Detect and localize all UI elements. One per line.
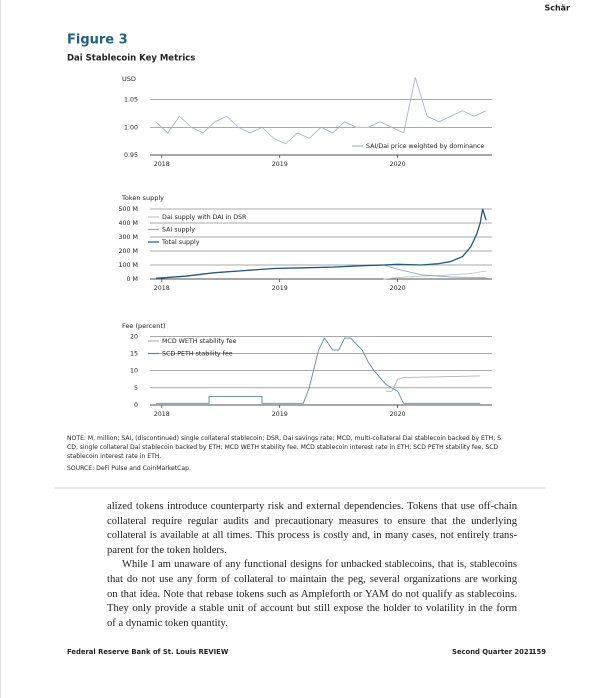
series-line xyxy=(155,208,487,279)
body-line: parent for the token holders. xyxy=(107,544,227,556)
legend-label: Total supply xyxy=(161,239,200,246)
y-tick-label: 1.05 xyxy=(124,97,138,104)
footer-issue: Second Quarter 2021 xyxy=(452,648,534,656)
note-line: NOTE: M, million; SAI, (discontinued) si… xyxy=(67,435,501,442)
legend-label: MCD WETH stability fee xyxy=(162,338,237,345)
note-line: CD, single collateral Dai stablecoin bac… xyxy=(67,444,498,451)
body-line: alized tokens introduce counterparty ris… xyxy=(107,501,517,512)
y-tick-label: 500 M xyxy=(119,206,138,213)
series-line xyxy=(155,337,481,404)
series-line xyxy=(385,375,481,392)
y-tick-label: 5 xyxy=(134,385,138,392)
footer-page: 159 xyxy=(532,648,546,656)
legend-label: Dai supply with DAI in DSR xyxy=(162,214,247,221)
x-tick-label: 2018 xyxy=(154,285,170,292)
x-tick-label: 2018 xyxy=(154,161,170,168)
body-line: of a dynamic token quantity. xyxy=(107,617,228,629)
series-line xyxy=(383,270,487,280)
x-tick-label: 2019 xyxy=(272,161,288,168)
y-tick-label: 1.00 xyxy=(124,124,138,131)
y-tick-label: 10 xyxy=(130,368,138,375)
body-line: They only provide a stable unit of accou… xyxy=(107,603,517,615)
y-tick-label: 300 M xyxy=(119,234,138,241)
legend-label: SAI supply xyxy=(162,227,195,234)
figure-label: Figure 3 xyxy=(67,33,128,48)
note-line: stablecoin interest rate in ETH. xyxy=(67,453,161,460)
body-line: collateral require regular audits and pr… xyxy=(107,515,517,527)
source-line: SOURCE: DeFi Pulse and CoinMarketCap. xyxy=(67,465,191,472)
figure-title: Dai Stablecoin Key Metrics xyxy=(67,54,195,64)
x-tick-label: 2019 xyxy=(272,285,288,292)
y-axis-label: Fee (percent) xyxy=(122,322,165,330)
x-tick-label: 2019 xyxy=(272,411,288,418)
y-tick-label: 0 M xyxy=(127,276,138,283)
y-axis-label: Token supply xyxy=(121,194,164,202)
y-tick-label: 0 xyxy=(134,402,138,409)
x-tick-label: 2020 xyxy=(390,411,406,418)
x-tick-label: 2020 xyxy=(390,161,406,168)
y-tick-label: 20 xyxy=(130,333,138,340)
body-line: that do not use any form of collateral t… xyxy=(107,574,517,585)
series-line xyxy=(155,77,487,145)
y-axis-label: USD xyxy=(122,75,136,83)
y-tick-label: 400 M xyxy=(119,220,138,227)
footer-journal: Federal Reserve Bank of St. Louis REVIEW xyxy=(67,648,229,656)
y-tick-label: 0.95 xyxy=(124,152,138,159)
y-tick-label: 100 M xyxy=(119,262,138,269)
body-line: collateral is available at all times. Th… xyxy=(107,530,517,542)
x-tick-label: 2020 xyxy=(390,285,406,292)
y-tick-label: 200 M xyxy=(119,248,138,255)
y-tick-label: 15 xyxy=(130,351,138,358)
running-head: Schär xyxy=(544,4,570,13)
legend-label: SCD PETH stability fee xyxy=(162,351,233,358)
body-line: on that idea. Note that rebase tokens su… xyxy=(107,588,517,600)
x-tick-label: 2018 xyxy=(154,411,170,418)
body-line: While I am unaware of any functional des… xyxy=(122,559,517,571)
legend-label: SAI/Dai price weighted by dominance xyxy=(366,143,484,150)
